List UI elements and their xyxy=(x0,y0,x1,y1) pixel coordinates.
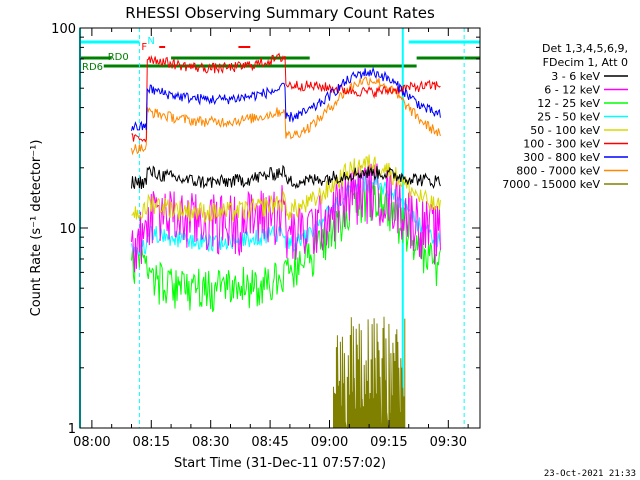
flag-label-f: F xyxy=(141,42,147,53)
series-line-300_800keV xyxy=(131,66,441,131)
x-tick-label: 08:15 xyxy=(133,435,170,450)
y-tick-label: 1 xyxy=(68,422,76,437)
legend-label: 50 - 100 keV xyxy=(530,124,600,137)
legend-label: 6 - 12 keV xyxy=(544,84,600,97)
legend: Det 1,3,4,5,6,9, FDecim 1, Att 0 3 - 6 k… xyxy=(502,42,628,191)
legend-label: 25 - 50 keV xyxy=(537,111,600,124)
generation-timestamp: 23-Oct-2021 21:33 xyxy=(544,469,636,479)
legend-label: 800 - 7000 keV xyxy=(516,165,600,178)
y-tick-label: 10 xyxy=(59,222,76,237)
flag-label-n: N xyxy=(147,36,154,47)
series-line-6_12keV xyxy=(131,163,441,273)
series-line-3_6keV xyxy=(131,164,441,190)
series-line-100_300keV xyxy=(131,52,441,143)
series-line-800_7000keV xyxy=(131,76,441,156)
x-tick-label: 09:15 xyxy=(370,435,407,450)
x-tick-label: 08:00 xyxy=(73,435,110,450)
flag-label-rd6: RD6 xyxy=(82,62,103,73)
x-tick-label: 08:45 xyxy=(251,435,288,450)
legend-header-line-1: Det 1,3,4,5,6,9, xyxy=(542,42,628,55)
legend-label: 100 - 300 keV xyxy=(523,138,600,151)
series-line-50_100keV xyxy=(131,154,441,223)
y-axis-label: Count Rate (s⁻¹ detector⁻¹) xyxy=(29,140,44,317)
series-layer xyxy=(131,52,441,429)
legend-label: 7000 - 15000 keV xyxy=(502,178,600,191)
legend-label: 300 - 800 keV xyxy=(523,151,600,164)
x-tick-label: 09:00 xyxy=(311,435,348,450)
flag-label-rd0: RD0 xyxy=(108,52,129,63)
chart-title: RHESSI Observing Summary Count Rates xyxy=(125,4,435,22)
series-line-7000_15000keV xyxy=(333,316,406,429)
legend-header-line-2: FDecim 1, Att 0 xyxy=(543,56,628,69)
axes: 08:00 08:15 08:30 08:45 09:00 09:15 09:30 1 10 10… xyxy=(51,22,480,450)
x-tick-label: 09:30 xyxy=(430,435,467,450)
legend-label: 3 - 6 keV xyxy=(551,70,600,83)
legend-label: 12 - 25 keV xyxy=(537,97,600,110)
y-tick-label: 100 xyxy=(51,22,76,37)
x-axis-label: Start Time (31-Dec-11 07:57:02) xyxy=(174,456,386,471)
x-tick-label: 08:30 xyxy=(192,435,229,450)
series-line-25_50keV xyxy=(131,174,441,255)
